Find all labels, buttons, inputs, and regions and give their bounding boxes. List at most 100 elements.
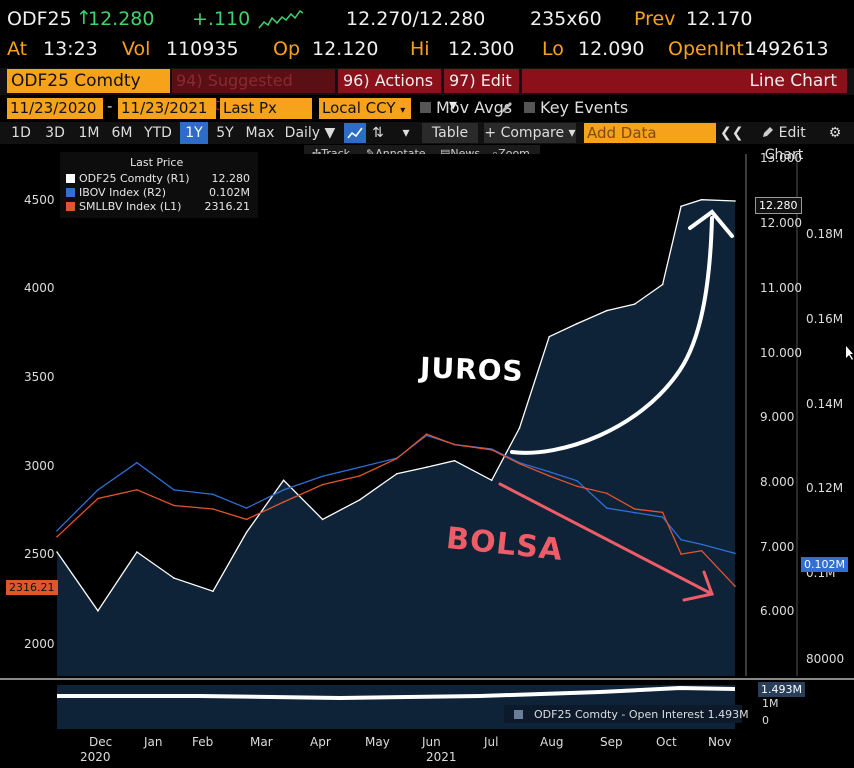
data-point — [321, 475, 324, 478]
edit-chart-button[interactable]: Edit Chart — [744, 122, 824, 163]
data-point — [606, 309, 608, 312]
chart-type-title[interactable]: Line Chart — [522, 69, 847, 93]
open-label: Op — [273, 38, 301, 60]
period-1y[interactable]: 1Y — [180, 122, 208, 144]
period-max[interactable]: Max — [245, 125, 275, 141]
x-year: 2021 — [426, 750, 457, 764]
data-point — [633, 508, 636, 510]
data-point — [245, 531, 248, 534]
legend-item[interactable]: IBOV Index (R2) 0.102M — [66, 186, 254, 199]
x-month: Feb — [192, 735, 214, 749]
data-point — [661, 283, 664, 286]
currency-text: Local CCY — [322, 99, 396, 117]
line-chart-icon[interactable] — [344, 123, 366, 143]
data-point — [97, 610, 99, 612]
open-interest-line — [57, 685, 736, 701]
price-chart[interactable] — [0, 140, 854, 768]
price-field-select[interactable]: Last Px — [220, 98, 312, 119]
data-point — [453, 459, 456, 462]
period-bar: 1D 3D 1M 6M YTD 1Y 5Y Max Daily ▼ ⇅ ▾ Ta… — [0, 122, 854, 163]
compare-button[interactable]: + Compare ▾ — [484, 123, 576, 143]
open-value: 12.120 — [312, 38, 379, 60]
at-label: At — [7, 38, 28, 60]
period-6m[interactable]: 6M — [111, 125, 133, 141]
juros-annotation: JUROS — [419, 351, 525, 388]
gear-icon[interactable]: ⚙ — [828, 125, 842, 141]
settings-bar: 11/23/2020 ▣ - 11/23/2021 ▣ Last Px Loca… — [0, 97, 854, 137]
edit-menu[interactable]: 97) Edit ▾ — [444, 69, 519, 114]
key-events-label: Key Events — [540, 98, 629, 117]
legend-name: SMLLBV Index (L1) — [79, 200, 182, 213]
bolsa-arrow — [498, 482, 714, 596]
data-point — [490, 479, 493, 482]
last-tag-r1: 12.280 — [755, 197, 802, 214]
data-point — [680, 553, 682, 555]
left-tick: 4500 — [24, 193, 55, 207]
series-line-0[interactable] — [56, 199, 736, 612]
oi-legend-box — [504, 705, 742, 723]
data-point — [680, 539, 682, 541]
legend-swatch — [66, 202, 75, 211]
end-date-field[interactable]: 11/23/2021 ▣ — [118, 98, 216, 137]
left-tick: 4000 — [24, 281, 55, 295]
last-tag-r2: 0.102M — [801, 557, 848, 572]
volume: 110935 — [166, 38, 239, 60]
add-data-input[interactable]: Add Data — [584, 123, 716, 143]
legend-item[interactable]: ODF25 Comdty (R1) 12.280 — [66, 172, 254, 185]
up-arrow-icon: ↑ — [76, 7, 92, 29]
panel-divider — [0, 678, 854, 680]
period-ytd[interactable]: YTD — [144, 125, 172, 141]
data-point — [212, 508, 214, 510]
period-1m[interactable]: 1M — [78, 125, 100, 141]
pencil-icon[interactable] — [500, 101, 512, 115]
data-point — [97, 489, 99, 491]
chart-style-chevron-icon[interactable]: ▾ — [402, 125, 410, 141]
data-point — [700, 543, 703, 546]
suggested-charts-button[interactable]: 94) Suggested Charts — [172, 69, 335, 114]
start-date-field[interactable]: 11/23/2020 ▣ — [7, 98, 103, 137]
left-tick: 3500 — [24, 370, 55, 384]
frequency-select[interactable]: Daily ▼ — [284, 125, 336, 141]
bar-chart-icon[interactable]: ⇅ — [372, 125, 384, 141]
data-point — [576, 485, 578, 488]
legend-item[interactable]: SMLLBV Index (L1) 2316.21 — [66, 200, 254, 213]
period-5y[interactable]: 5Y — [216, 125, 234, 141]
period-3d[interactable]: 3D — [45, 125, 65, 141]
actions-menu[interactable]: 96) Actions ▾ — [338, 69, 441, 114]
legend-swatch — [66, 174, 75, 183]
mov-avgs-checkbox[interactable] — [420, 102, 431, 113]
x-month: Dec — [89, 735, 113, 749]
right1-tick: 9.000 — [760, 410, 795, 424]
data-point — [396, 472, 398, 475]
legend-value: 12.280 — [211, 172, 251, 185]
right1-tick: 8.000 — [760, 475, 795, 489]
data-point — [136, 489, 138, 491]
x-month: Nov — [708, 735, 732, 749]
data-point — [606, 507, 608, 509]
right1-tick: 10.000 — [760, 346, 802, 360]
key-events-checkbox[interactable] — [524, 102, 535, 113]
collapse-icon[interactable]: ❮❮ — [720, 125, 744, 141]
data-point — [359, 466, 361, 469]
pencil-icon — [763, 127, 774, 137]
security-field[interactable]: ODF25 Comdty — [7, 69, 170, 93]
right2-tick: 0.12M — [806, 481, 844, 495]
legend-swatch — [66, 188, 75, 197]
right2-tick: 80000 — [806, 652, 845, 666]
series-line-2[interactable] — [56, 433, 736, 587]
right2-tick: 0.14M — [806, 397, 844, 411]
legend-value: 2316.21 — [204, 200, 251, 213]
date-dash: - — [107, 97, 113, 115]
data-point — [518, 427, 521, 429]
data-point — [548, 470, 550, 473]
data-point — [661, 511, 664, 514]
table-button[interactable]: Table — [422, 123, 478, 143]
data-point — [425, 466, 428, 469]
data-point — [321, 483, 324, 486]
currency-select[interactable]: Local CCY ▾ — [319, 98, 411, 119]
data-point — [425, 434, 428, 437]
data-point — [700, 198, 703, 201]
data-point — [490, 449, 493, 451]
right1-tick: 6.000 — [760, 604, 795, 618]
period-1d[interactable]: 1D — [11, 125, 31, 141]
